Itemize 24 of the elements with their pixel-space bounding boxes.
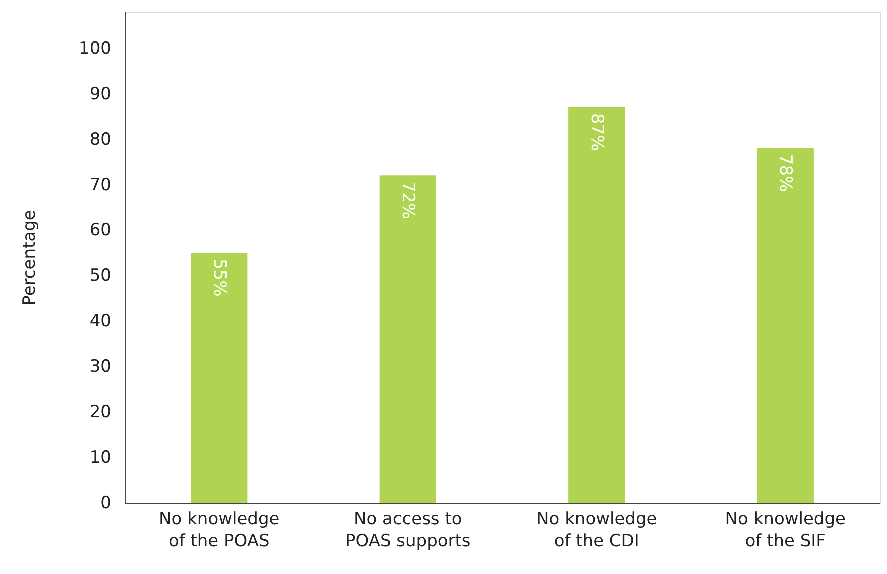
y-tick-label: 90 (90, 84, 112, 104)
data-label: 55% (209, 258, 230, 297)
y-tick-label: 10 (90, 448, 112, 468)
bar (568, 107, 626, 503)
y-tick-label: 70 (90, 175, 112, 196)
y-tick-label: 60 (90, 220, 112, 241)
data-label: 87% (586, 113, 607, 152)
y-tick-label: 80 (90, 130, 112, 150)
y-tick-label: 100 (79, 38, 112, 59)
y-tick-label: 30 (90, 357, 112, 378)
x-tick-label: No knowledge of the POAS (159, 510, 280, 552)
x-tick-label: No access to POAS supports (345, 510, 471, 552)
bar (757, 148, 814, 503)
y-tick-label: 0 (100, 494, 112, 514)
y-tick-label: 20 (90, 402, 112, 423)
data-label: 72% (398, 182, 418, 220)
x-tick-label: No knowledge of the SIF (725, 510, 846, 552)
x-tick-label: No knowledge of the CDI (536, 510, 658, 552)
data-label: 78% (776, 154, 796, 192)
bar (380, 176, 436, 503)
y-tick-label: 40 (90, 312, 112, 332)
y-axis-title: Percentage (20, 210, 40, 306)
bar (191, 252, 248, 503)
y-tick-label: 50 (90, 266, 112, 286)
